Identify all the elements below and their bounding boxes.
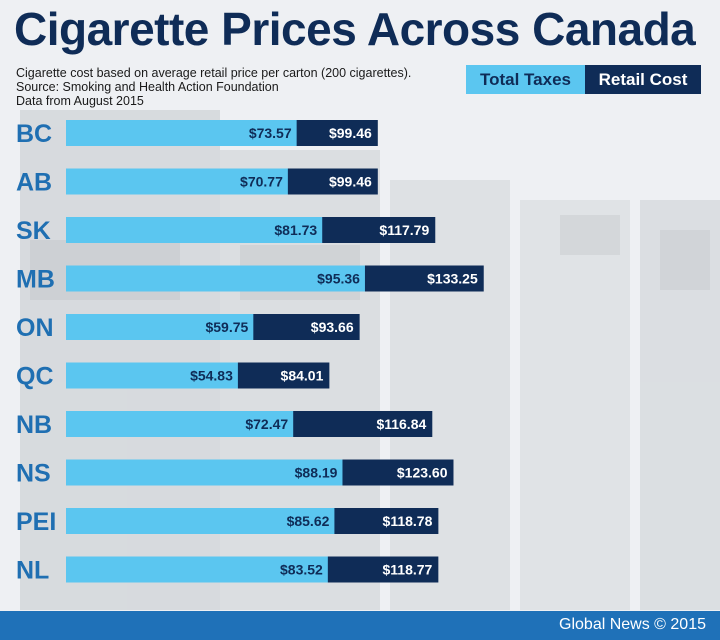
total-taxes-value-label: $54.83 — [190, 368, 233, 384]
chart-title: Cigarette Prices Across Canada — [14, 3, 696, 55]
legend-total-taxes: Total Taxes — [466, 65, 585, 94]
total-taxes-value-label: $73.57 — [249, 125, 292, 141]
total-taxes-value-label: $88.19 — [295, 465, 338, 481]
province-label: QC — [16, 363, 54, 391]
retail-cost-value-label: $123.60 — [397, 465, 448, 481]
total-taxes-value-label: $59.75 — [205, 319, 248, 335]
province-label: MB — [16, 266, 55, 294]
date-line: Data from August 2015 — [16, 94, 144, 108]
footer-credit: Global News © 2015 — [559, 616, 706, 633]
total-taxes-bar — [66, 120, 297, 146]
retail-cost-value-label: $84.01 — [281, 368, 324, 384]
retail-cost-value-label: $118.78 — [383, 513, 433, 529]
total-taxes-value-label: $70.77 — [240, 174, 283, 190]
province-label: ON — [16, 314, 54, 342]
retail-cost-value-label: $99.46 — [329, 125, 372, 141]
retail-cost-value-label: $118.77 — [383, 562, 433, 578]
total-taxes-bar — [66, 168, 288, 195]
footer-bar: Global News © 2015 — [0, 611, 720, 640]
province-label: PEI — [16, 508, 56, 536]
total-taxes-value-label: $81.73 — [274, 222, 317, 238]
total-taxes-bar — [66, 265, 365, 292]
province-label: NS — [16, 460, 51, 488]
province-label: BC — [16, 120, 52, 148]
total-taxes-bar — [66, 508, 335, 534]
total-taxes-bar — [66, 411, 294, 437]
subtitle-line: Cigarette cost based on average retail p… — [16, 66, 412, 80]
total-taxes-value-label: $72.47 — [245, 416, 288, 432]
total-taxes-bar — [66, 217, 323, 243]
province-label: SK — [16, 217, 51, 245]
total-taxes-bar — [66, 459, 343, 486]
source-line: Source: Smoking and Health Action Founda… — [16, 80, 279, 94]
province-label: AB — [16, 169, 52, 197]
total-taxes-bar — [66, 362, 238, 389]
total-taxes-bar — [66, 556, 328, 583]
retail-cost-value-label: $116.84 — [376, 416, 426, 432]
total-taxes-bar — [66, 314, 254, 340]
retail-cost-value-label: $117.79 — [379, 222, 429, 238]
retail-cost-value-label: $99.46 — [329, 174, 372, 190]
total-taxes-value-label: $85.62 — [287, 513, 330, 529]
retail-cost-value-label: $133.25 — [427, 271, 478, 287]
total-taxes-value-label: $95.36 — [317, 271, 360, 287]
retail-cost-value-label: $93.66 — [311, 319, 354, 335]
province-label: NL — [16, 557, 49, 585]
total-taxes-value-label: $83.52 — [280, 562, 323, 578]
province-label: NB — [16, 411, 52, 439]
legend-retail-cost: Retail Cost — [585, 65, 701, 94]
